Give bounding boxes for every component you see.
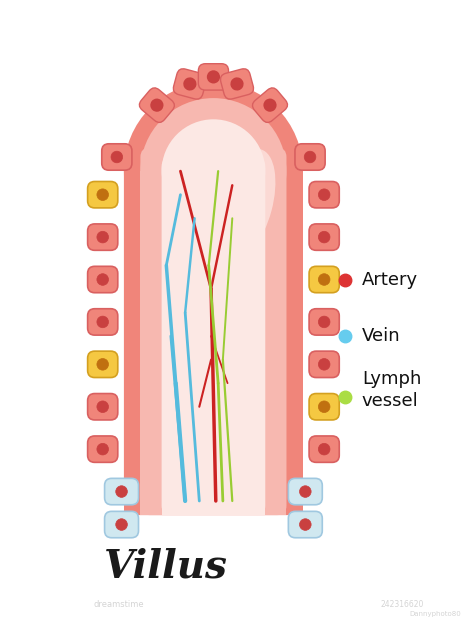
Text: Vein: Vein bbox=[362, 327, 401, 345]
Circle shape bbox=[304, 151, 316, 162]
FancyBboxPatch shape bbox=[309, 394, 339, 420]
Circle shape bbox=[207, 70, 220, 84]
FancyBboxPatch shape bbox=[105, 478, 138, 505]
Circle shape bbox=[319, 401, 330, 412]
Text: 242316620: 242316620 bbox=[380, 600, 424, 609]
FancyBboxPatch shape bbox=[309, 351, 339, 378]
Circle shape bbox=[116, 486, 128, 498]
Circle shape bbox=[300, 486, 311, 498]
FancyBboxPatch shape bbox=[88, 436, 118, 462]
FancyBboxPatch shape bbox=[309, 309, 339, 335]
Polygon shape bbox=[162, 171, 265, 515]
Text: Dannyphoto80: Dannyphoto80 bbox=[409, 611, 461, 617]
FancyBboxPatch shape bbox=[162, 157, 265, 515]
FancyBboxPatch shape bbox=[88, 394, 118, 420]
Circle shape bbox=[230, 78, 244, 91]
Circle shape bbox=[97, 443, 109, 455]
FancyBboxPatch shape bbox=[220, 69, 254, 99]
FancyBboxPatch shape bbox=[309, 436, 339, 462]
Circle shape bbox=[319, 359, 330, 370]
FancyBboxPatch shape bbox=[88, 181, 118, 208]
Text: dreamstime: dreamstime bbox=[94, 600, 145, 609]
Circle shape bbox=[111, 151, 123, 162]
Circle shape bbox=[319, 231, 330, 243]
Text: Villus: Villus bbox=[104, 548, 228, 586]
Circle shape bbox=[150, 99, 164, 112]
Circle shape bbox=[97, 189, 109, 201]
FancyBboxPatch shape bbox=[139, 88, 174, 122]
FancyBboxPatch shape bbox=[88, 351, 118, 378]
FancyBboxPatch shape bbox=[309, 224, 339, 250]
Circle shape bbox=[319, 274, 330, 286]
FancyBboxPatch shape bbox=[124, 148, 303, 515]
Ellipse shape bbox=[140, 98, 286, 244]
Circle shape bbox=[319, 316, 330, 328]
FancyBboxPatch shape bbox=[253, 88, 288, 122]
FancyBboxPatch shape bbox=[88, 224, 118, 250]
Text: Artery: Artery bbox=[362, 271, 418, 289]
Ellipse shape bbox=[218, 149, 275, 259]
FancyBboxPatch shape bbox=[309, 181, 339, 208]
Circle shape bbox=[116, 519, 128, 531]
FancyBboxPatch shape bbox=[288, 478, 322, 505]
Polygon shape bbox=[140, 171, 286, 515]
FancyBboxPatch shape bbox=[173, 69, 206, 99]
Circle shape bbox=[97, 274, 109, 286]
Circle shape bbox=[97, 316, 109, 328]
FancyBboxPatch shape bbox=[140, 148, 286, 515]
Polygon shape bbox=[124, 171, 303, 515]
FancyBboxPatch shape bbox=[88, 309, 118, 335]
Text: Lymph
vessel: Lymph vessel bbox=[362, 370, 421, 411]
Ellipse shape bbox=[162, 119, 265, 223]
FancyBboxPatch shape bbox=[105, 511, 138, 538]
FancyBboxPatch shape bbox=[295, 144, 325, 170]
FancyBboxPatch shape bbox=[88, 266, 118, 292]
Circle shape bbox=[97, 359, 109, 370]
Circle shape bbox=[264, 99, 277, 112]
Circle shape bbox=[97, 231, 109, 243]
FancyBboxPatch shape bbox=[309, 266, 339, 292]
FancyBboxPatch shape bbox=[102, 144, 132, 170]
Circle shape bbox=[319, 443, 330, 455]
Circle shape bbox=[183, 78, 197, 91]
FancyBboxPatch shape bbox=[198, 64, 228, 90]
Ellipse shape bbox=[124, 82, 303, 261]
Circle shape bbox=[300, 519, 311, 531]
Circle shape bbox=[319, 189, 330, 201]
Circle shape bbox=[97, 401, 109, 412]
FancyBboxPatch shape bbox=[288, 511, 322, 538]
